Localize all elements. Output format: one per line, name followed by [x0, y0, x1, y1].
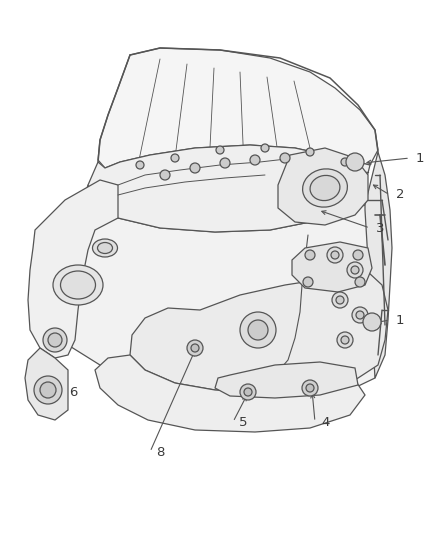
Text: 8: 8	[155, 446, 164, 458]
Circle shape	[43, 328, 67, 352]
Circle shape	[247, 320, 267, 340]
Polygon shape	[98, 48, 377, 168]
Circle shape	[340, 158, 348, 166]
Circle shape	[159, 170, 170, 180]
Circle shape	[190, 163, 200, 173]
Circle shape	[215, 146, 223, 154]
Circle shape	[345, 153, 363, 171]
Polygon shape	[88, 145, 369, 232]
Polygon shape	[48, 185, 389, 395]
Text: 1: 1	[415, 151, 424, 165]
Circle shape	[330, 251, 338, 259]
Circle shape	[240, 312, 276, 348]
Polygon shape	[28, 180, 118, 358]
Text: 3: 3	[375, 222, 384, 235]
Circle shape	[187, 340, 202, 356]
Circle shape	[326, 247, 342, 263]
Polygon shape	[130, 272, 387, 393]
Polygon shape	[25, 348, 68, 420]
Text: 2: 2	[395, 189, 403, 201]
Polygon shape	[291, 242, 371, 292]
Circle shape	[355, 311, 363, 319]
Text: 4: 4	[320, 416, 328, 429]
Circle shape	[261, 144, 268, 152]
Circle shape	[40, 382, 56, 398]
Circle shape	[351, 307, 367, 323]
Ellipse shape	[53, 265, 103, 305]
Circle shape	[279, 153, 290, 163]
Circle shape	[354, 277, 364, 287]
Text: 1: 1	[395, 313, 403, 327]
Circle shape	[336, 332, 352, 348]
Circle shape	[331, 292, 347, 308]
Polygon shape	[95, 355, 364, 432]
Circle shape	[352, 250, 362, 260]
Ellipse shape	[309, 175, 339, 200]
Circle shape	[191, 344, 198, 352]
Circle shape	[302, 277, 312, 287]
Circle shape	[301, 380, 317, 396]
Circle shape	[249, 155, 259, 165]
Circle shape	[305, 148, 313, 156]
Circle shape	[244, 388, 251, 396]
Text: 6: 6	[69, 386, 77, 400]
Circle shape	[240, 384, 255, 400]
Circle shape	[48, 333, 62, 347]
Circle shape	[340, 336, 348, 344]
Polygon shape	[277, 148, 367, 225]
Circle shape	[136, 161, 144, 169]
Ellipse shape	[92, 239, 117, 257]
Polygon shape	[215, 362, 357, 398]
Circle shape	[219, 158, 230, 168]
Ellipse shape	[302, 169, 346, 207]
Circle shape	[34, 376, 62, 404]
Circle shape	[304, 250, 314, 260]
Ellipse shape	[60, 271, 95, 299]
Circle shape	[346, 262, 362, 278]
Polygon shape	[364, 152, 391, 378]
Ellipse shape	[97, 243, 112, 254]
Text: 5: 5	[238, 416, 247, 429]
Circle shape	[171, 154, 179, 162]
Circle shape	[335, 296, 343, 304]
Circle shape	[362, 313, 380, 331]
Circle shape	[350, 266, 358, 274]
Circle shape	[305, 384, 313, 392]
